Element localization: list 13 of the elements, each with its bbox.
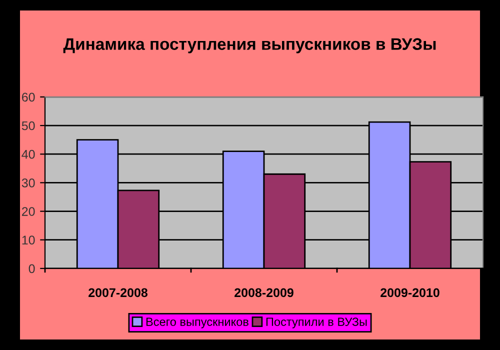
y-tick-label: 30 [22,178,35,188]
legend-label: Поступили в ВУЗы [266,318,367,328]
y-tick-label: 50 [22,121,35,130]
legend-label: Всего выпускников [146,318,248,328]
y-tick-label: 0 [28,264,35,274]
x-tick-label: 2007-2008 [88,288,148,298]
x-tick-label: 2008-2009 [234,288,294,298]
y-tick-label: 20 [22,207,35,216]
chart-title: Динамика поступления выпускников в ВУЗы [63,38,436,54]
y-tick-label: 10 [22,236,35,245]
y-tick-label: 60 [22,92,35,102]
y-tick-label: 40 [22,150,35,159]
x-tick-label: 2009-2010 [380,288,440,298]
